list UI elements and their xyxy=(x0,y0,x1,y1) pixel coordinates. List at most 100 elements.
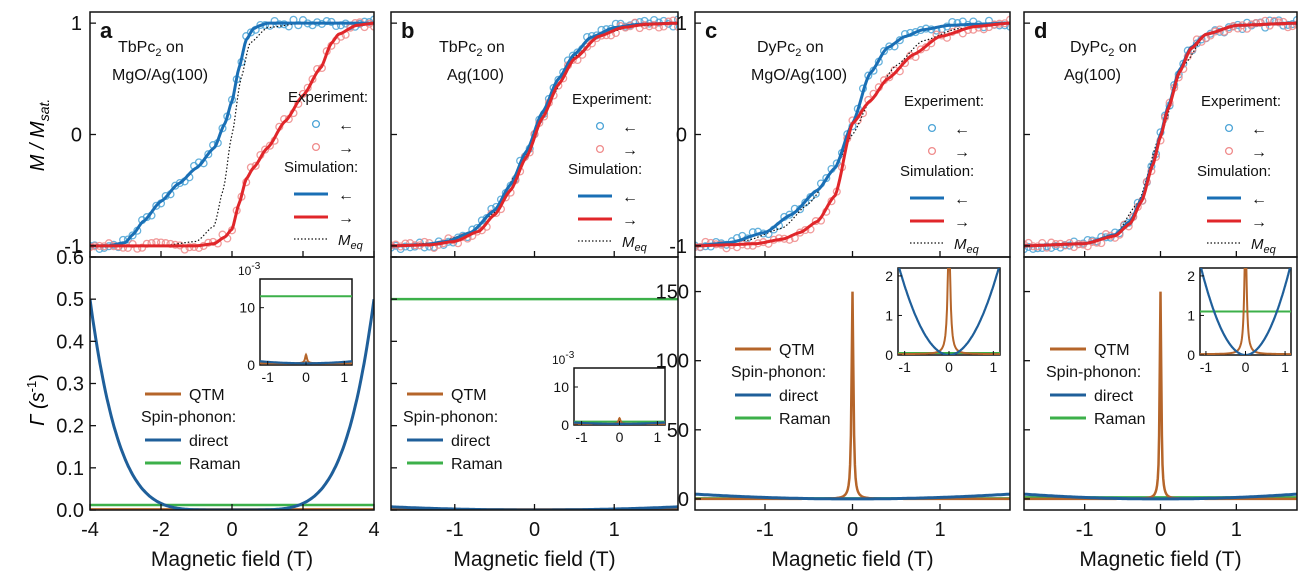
panel-letter: a xyxy=(100,18,113,43)
inset-frame xyxy=(573,367,666,426)
inset-x-tick-label: 0 xyxy=(945,359,953,375)
experiment-point-left xyxy=(128,231,137,240)
x-tick-label: -4 xyxy=(81,519,99,541)
legend-raman: Raman xyxy=(779,411,831,428)
direct-line xyxy=(391,505,678,510)
y-tick-label: 0.0 xyxy=(56,500,84,522)
x-tick-label: 1 xyxy=(1231,519,1242,541)
legend-sim-right: → xyxy=(622,212,638,229)
inset-x-tick-label: -1 xyxy=(1200,359,1213,375)
y-tick-label: 0 xyxy=(676,125,687,147)
qtm-line xyxy=(1024,291,1297,501)
experiment-point-right xyxy=(265,141,274,150)
inset-x-tick-label: -1 xyxy=(898,359,911,375)
x-tick-label: -2 xyxy=(152,519,170,541)
experiment-point-left xyxy=(1192,39,1201,48)
x-tick-label: 0 xyxy=(226,519,237,541)
legend-sim-left: ← xyxy=(338,187,354,204)
y-tick-label: 50 xyxy=(667,420,689,442)
inset-frame xyxy=(259,278,353,366)
legend-qtm: QTM xyxy=(1094,342,1130,359)
legend-simulation-title: Simulation: xyxy=(1197,163,1271,180)
inset-plot: 0 1 2 -1 0 1 xyxy=(885,267,1001,375)
inset-y-tick-label: 10 xyxy=(239,300,255,316)
legend-sim-left: ← xyxy=(622,189,638,206)
inset-y-tick-label: 0 xyxy=(1187,347,1195,363)
sample-label: DyPc2 on xyxy=(1070,39,1137,59)
inset-x-tick-label: 1 xyxy=(989,359,997,375)
experiment-point-right xyxy=(251,161,260,170)
inset-x-tick-label: -1 xyxy=(261,369,274,385)
legend-experiment-title: Experiment: xyxy=(1201,93,1281,110)
qtm-line xyxy=(695,291,1010,501)
legend-raman: Raman xyxy=(451,456,503,473)
legend-direct: direct xyxy=(779,388,819,405)
direct-line xyxy=(1024,492,1297,501)
x-tick-label: 2 xyxy=(297,519,308,541)
substrate-label: Ag(100) xyxy=(1064,67,1121,84)
y-tick-label: -1 xyxy=(669,236,687,258)
inset-y-tick-label: 1 xyxy=(885,307,893,323)
experiment-point-left xyxy=(123,235,132,244)
x-tick-label: -1 xyxy=(1076,519,1094,541)
legend-exp-right: → xyxy=(622,142,638,159)
legend-exp-left-marker xyxy=(595,121,605,131)
direct-line xyxy=(90,298,374,510)
y-tick-label: 100 xyxy=(656,351,689,373)
legend-exp-right-marker xyxy=(595,144,605,154)
inset-y-tick-label: 10 xyxy=(553,379,569,395)
y-tick-label: 1 xyxy=(71,13,82,35)
x-axis-label: Magnetic field (T) xyxy=(1079,548,1241,571)
legend-spin-phonon-title: Spin-phonon: xyxy=(731,364,826,381)
experiment-point-left xyxy=(369,15,374,24)
inset-exponent: 10-3 xyxy=(238,261,261,278)
simulation-line-right xyxy=(391,21,678,248)
panel-letter: c xyxy=(705,18,717,43)
simulation-line-left xyxy=(90,21,374,248)
experiment-point-right xyxy=(261,145,270,154)
magnetization-plot xyxy=(1024,15,1297,254)
legend-exp-right-marker xyxy=(927,146,937,156)
magnetization-plot xyxy=(391,15,678,254)
legend-meq: Meq xyxy=(1251,236,1277,256)
legend-simulation-title: Simulation: xyxy=(568,161,642,178)
x-tick-label: 4 xyxy=(368,519,379,541)
experiment-point-right xyxy=(128,239,137,249)
inset-direct-line xyxy=(1200,268,1291,355)
x-tick-label: 0 xyxy=(847,519,858,541)
inset-exponent: 10-3 xyxy=(552,350,575,367)
inset-y-tick-label: 0 xyxy=(885,347,893,363)
legend-experiment-title: Experiment: xyxy=(288,89,368,106)
inset-x-tick-label: -1 xyxy=(575,429,588,445)
legend-exp-left: ← xyxy=(338,117,354,134)
substrate-label: Ag(100) xyxy=(447,67,504,84)
legend-exp-left: ← xyxy=(1251,121,1267,138)
experiment-point-left xyxy=(1024,245,1029,254)
y-tick-label: 0 xyxy=(678,489,689,511)
inset-plot: 0 1 2 -1 0 1 xyxy=(1187,267,1292,375)
experiment-point-right xyxy=(885,73,894,82)
legend-spin-phonon-title: Spin-phonon: xyxy=(1046,364,1141,381)
magnetization-plot xyxy=(90,15,374,254)
substrate-label: MgO/Ag(100) xyxy=(112,67,208,84)
inset-x-tick-label: 0 xyxy=(1242,359,1250,375)
rate-plot xyxy=(1024,291,1297,501)
legend-sim-right: → xyxy=(1251,214,1267,231)
inset-x-tick-label: 1 xyxy=(340,369,348,385)
experiment-point-right xyxy=(138,243,147,252)
legend-sim-right: → xyxy=(338,210,354,227)
legend-exp-left: ← xyxy=(954,121,970,138)
direct-line xyxy=(695,492,1010,501)
legend-exp-right: → xyxy=(338,140,354,157)
legend-direct: direct xyxy=(451,433,491,450)
legend-exp-left: ← xyxy=(622,119,638,136)
y-tick-label: 0.2 xyxy=(56,416,84,438)
inset-x-tick-label: 0 xyxy=(616,429,624,445)
y-axis-label-rate: Γ (s-1) xyxy=(24,374,49,426)
legend-exp-right: → xyxy=(954,144,970,161)
inset-y-tick-label: 0 xyxy=(247,357,255,373)
sample-label: TbPc2 on xyxy=(439,39,505,59)
inset-y-tick-label: 0 xyxy=(561,417,569,433)
